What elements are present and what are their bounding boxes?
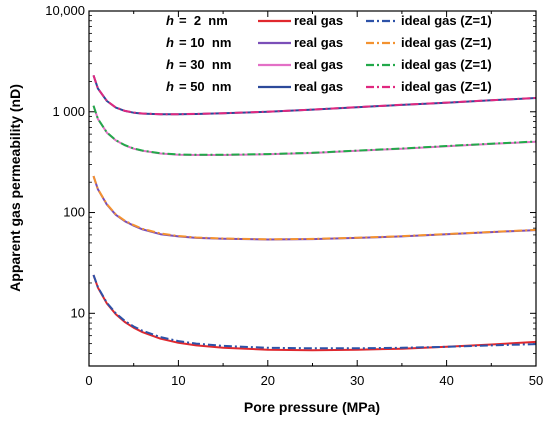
series-line [92,175,537,241]
legend-row: h = 10 nm real gas ideal gas (Z=1) [166,35,492,50]
y-tick-label: 100 [63,205,85,220]
legend-h-value: = 10 nm [179,35,231,50]
x-axis-title: Pore pressure (MPa) [244,399,380,415]
legend-real-label: real gas [294,57,343,72]
x-tick-label: 30 [350,373,364,388]
x-tick-label: 40 [439,373,453,388]
series-line [92,274,537,350]
legend-h-value: = 30 nm [179,57,231,72]
legend-h-symbol: h [166,57,174,72]
y-tick-label: 10 [71,305,85,320]
legend-real-label: real gas [294,35,343,50]
series-line [92,105,537,156]
legend-h-symbol: h [166,35,174,50]
legend-h-symbol: h [166,13,174,28]
legend-real-label: real gas [294,79,343,94]
series-lines [92,74,537,352]
series-line [92,175,537,241]
legend-h-value: = 50 nm [179,79,231,94]
legend-row: h = 50 nm real gas ideal gas (Z=1) [166,79,492,94]
x-tick-label: 50 [529,373,543,388]
legend: h = 2 nm real gas ideal gas (Z=1) h = 10 nm re… [166,13,492,94]
legend-h-value: = 2 nm [179,13,228,28]
x-tick-label: 0 [85,373,92,388]
x-tick-label: 10 [171,373,185,388]
legend-ideal-label: ideal gas (Z=1) [401,13,492,28]
series-line [92,105,537,156]
legend-h-symbol: h [166,79,174,94]
legend-ideal-label: ideal gas (Z=1) [401,57,492,72]
legend-row: h = 2 nm real gas ideal gas (Z=1) [166,13,492,28]
y-tick-label: 1 000 [52,104,85,119]
legend-ideal-label: ideal gas (Z=1) [401,35,492,50]
series-line [92,74,537,116]
legend-ideal-label: ideal gas (Z=1) [401,79,492,94]
x-tick-labels: 0 10 20 30 40 50 [85,373,543,388]
y-tick-labels: 10 100 1 000 10,000 [45,3,85,320]
x-tick-label: 20 [261,373,275,388]
y-tick-label: 10,000 [45,3,85,18]
legend-real-label: real gas [294,13,343,28]
plot-area-frame [88,10,537,367]
legend-row: h = 30 nm real gas ideal gas (Z=1) [166,57,492,72]
y-axis-title: Apparent gas permeability (nD) [7,84,23,292]
series-line [92,274,537,352]
